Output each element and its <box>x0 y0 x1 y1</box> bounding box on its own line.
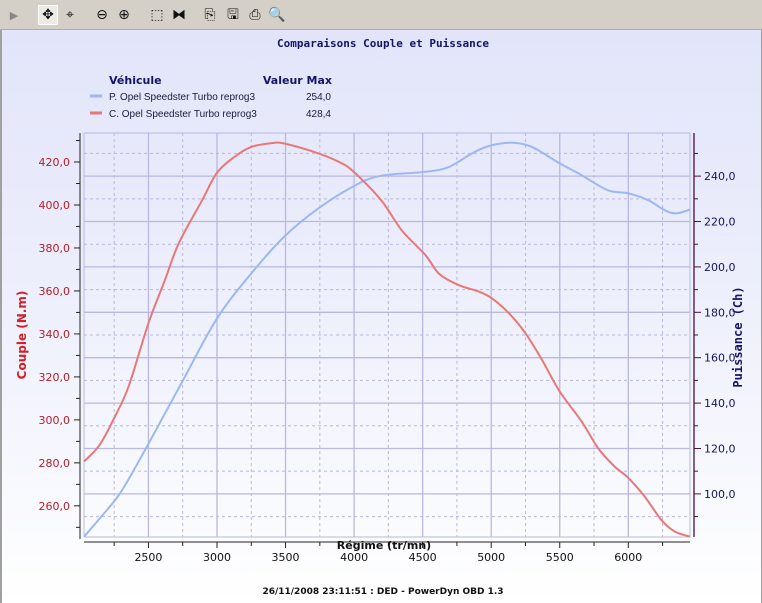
x-tick-label: 5500 <box>546 551 574 564</box>
grid <box>84 133 690 537</box>
x-tick-label: 6000 <box>614 551 642 564</box>
zoom-out-icon[interactable]: ⊖ <box>96 7 108 23</box>
left-tick-label: 300,0 <box>39 414 71 427</box>
left-tick-label: 320,0 <box>39 371 71 384</box>
power-curve <box>83 141 691 538</box>
save-icon[interactable]: 🖫 <box>227 7 239 23</box>
right-tick-label: 200,0 <box>704 261 736 274</box>
print-icon[interactable]: ⎙ <box>249 7 261 23</box>
right-tick-label: 140,0 <box>704 397 736 410</box>
right-tick-label: 180,0 <box>704 306 736 319</box>
curves <box>83 141 691 538</box>
zoom-in-icon[interactable]: ⊕ <box>118 7 130 23</box>
legend-label-power: P. Opel Speedster Turbo reprog3 <box>109 92 255 103</box>
right-axis-label: Puissance (Ch) <box>731 286 745 387</box>
legend-max-power: 254,0 <box>306 92 331 103</box>
right-tick-label: 240,0 <box>704 170 736 183</box>
x-tick-label: 4500 <box>409 551 437 564</box>
x-tick-label: 3000 <box>203 551 231 564</box>
right-tick-label: 120,0 <box>704 442 736 455</box>
left-tick-label: 420,0 <box>39 156 71 169</box>
left-tick-label: 360,0 <box>39 285 71 298</box>
left-tick-label: 380,0 <box>39 242 71 255</box>
select-rectangle-icon[interactable]: ⬚ <box>150 7 164 23</box>
right-tick-label: 100,0 <box>704 488 736 501</box>
left-axis-label: Couple (N.m) <box>15 291 29 380</box>
chart-title: Comparaisons Couple et Puissance <box>277 37 489 50</box>
left-tick-label: 260,0 <box>39 500 71 513</box>
pan-icon[interactable]: ✥ <box>38 5 58 25</box>
x-tick-label: 3500 <box>272 551 300 564</box>
copy-icon[interactable]: ⎘ <box>204 7 216 23</box>
left-tick-label: 280,0 <box>39 457 71 470</box>
zoom-region-icon[interactable]: ⌖ <box>66 7 74 23</box>
right-tick-label: 160,0 <box>704 352 736 365</box>
x-tick-label: 5000 <box>477 551 505 564</box>
legend: Véhicule Valeur Max P. Opel Speedster Tu… <box>90 74 332 120</box>
left-tick-label: 400,0 <box>39 199 71 212</box>
left-tick-label: 340,0 <box>39 328 71 341</box>
legend-header-max: Valeur Max <box>263 74 332 87</box>
x-tick-label: 4000 <box>340 551 368 564</box>
toolbar: ▶ ✥ ⌖ ⊖ ⊕ ⬚ ⧓ ⎘ 🖫 ⎙ 🔍 <box>0 0 762 30</box>
print-preview-icon[interactable]: 🔍 <box>268 7 286 23</box>
legend-label-torque: C. Opel Speedster Turbo reprog3 <box>109 109 257 120</box>
x-axis-label: Régime (tr/mn) <box>337 539 431 552</box>
chart-panel: 2500 3000 3500 4000 4500 5000 5500 6000 260,0 280… <box>0 30 762 603</box>
footer-text: 26/11/2008 23:11:51 : DED - PowerDyn OBD… <box>262 587 503 597</box>
legend-header-vehicle: Véhicule <box>109 74 162 87</box>
torque-curve <box>83 141 691 538</box>
legend-max-torque: 428,4 <box>306 109 331 120</box>
axes: 2500 3000 3500 4000 4500 5000 5500 6000 260,0 280… <box>39 133 736 564</box>
x-tick-label: 2500 <box>134 551 162 564</box>
plot-area <box>83 132 691 538</box>
right-tick-label: 220,0 <box>704 216 736 229</box>
play-arrow-icon[interactable]: ▶ <box>9 8 19 22</box>
chart-svg: 2500 3000 3500 4000 4500 5000 5500 6000 260,0 280… <box>15 37 745 597</box>
split-icon[interactable]: ⧓ <box>172 7 186 23</box>
